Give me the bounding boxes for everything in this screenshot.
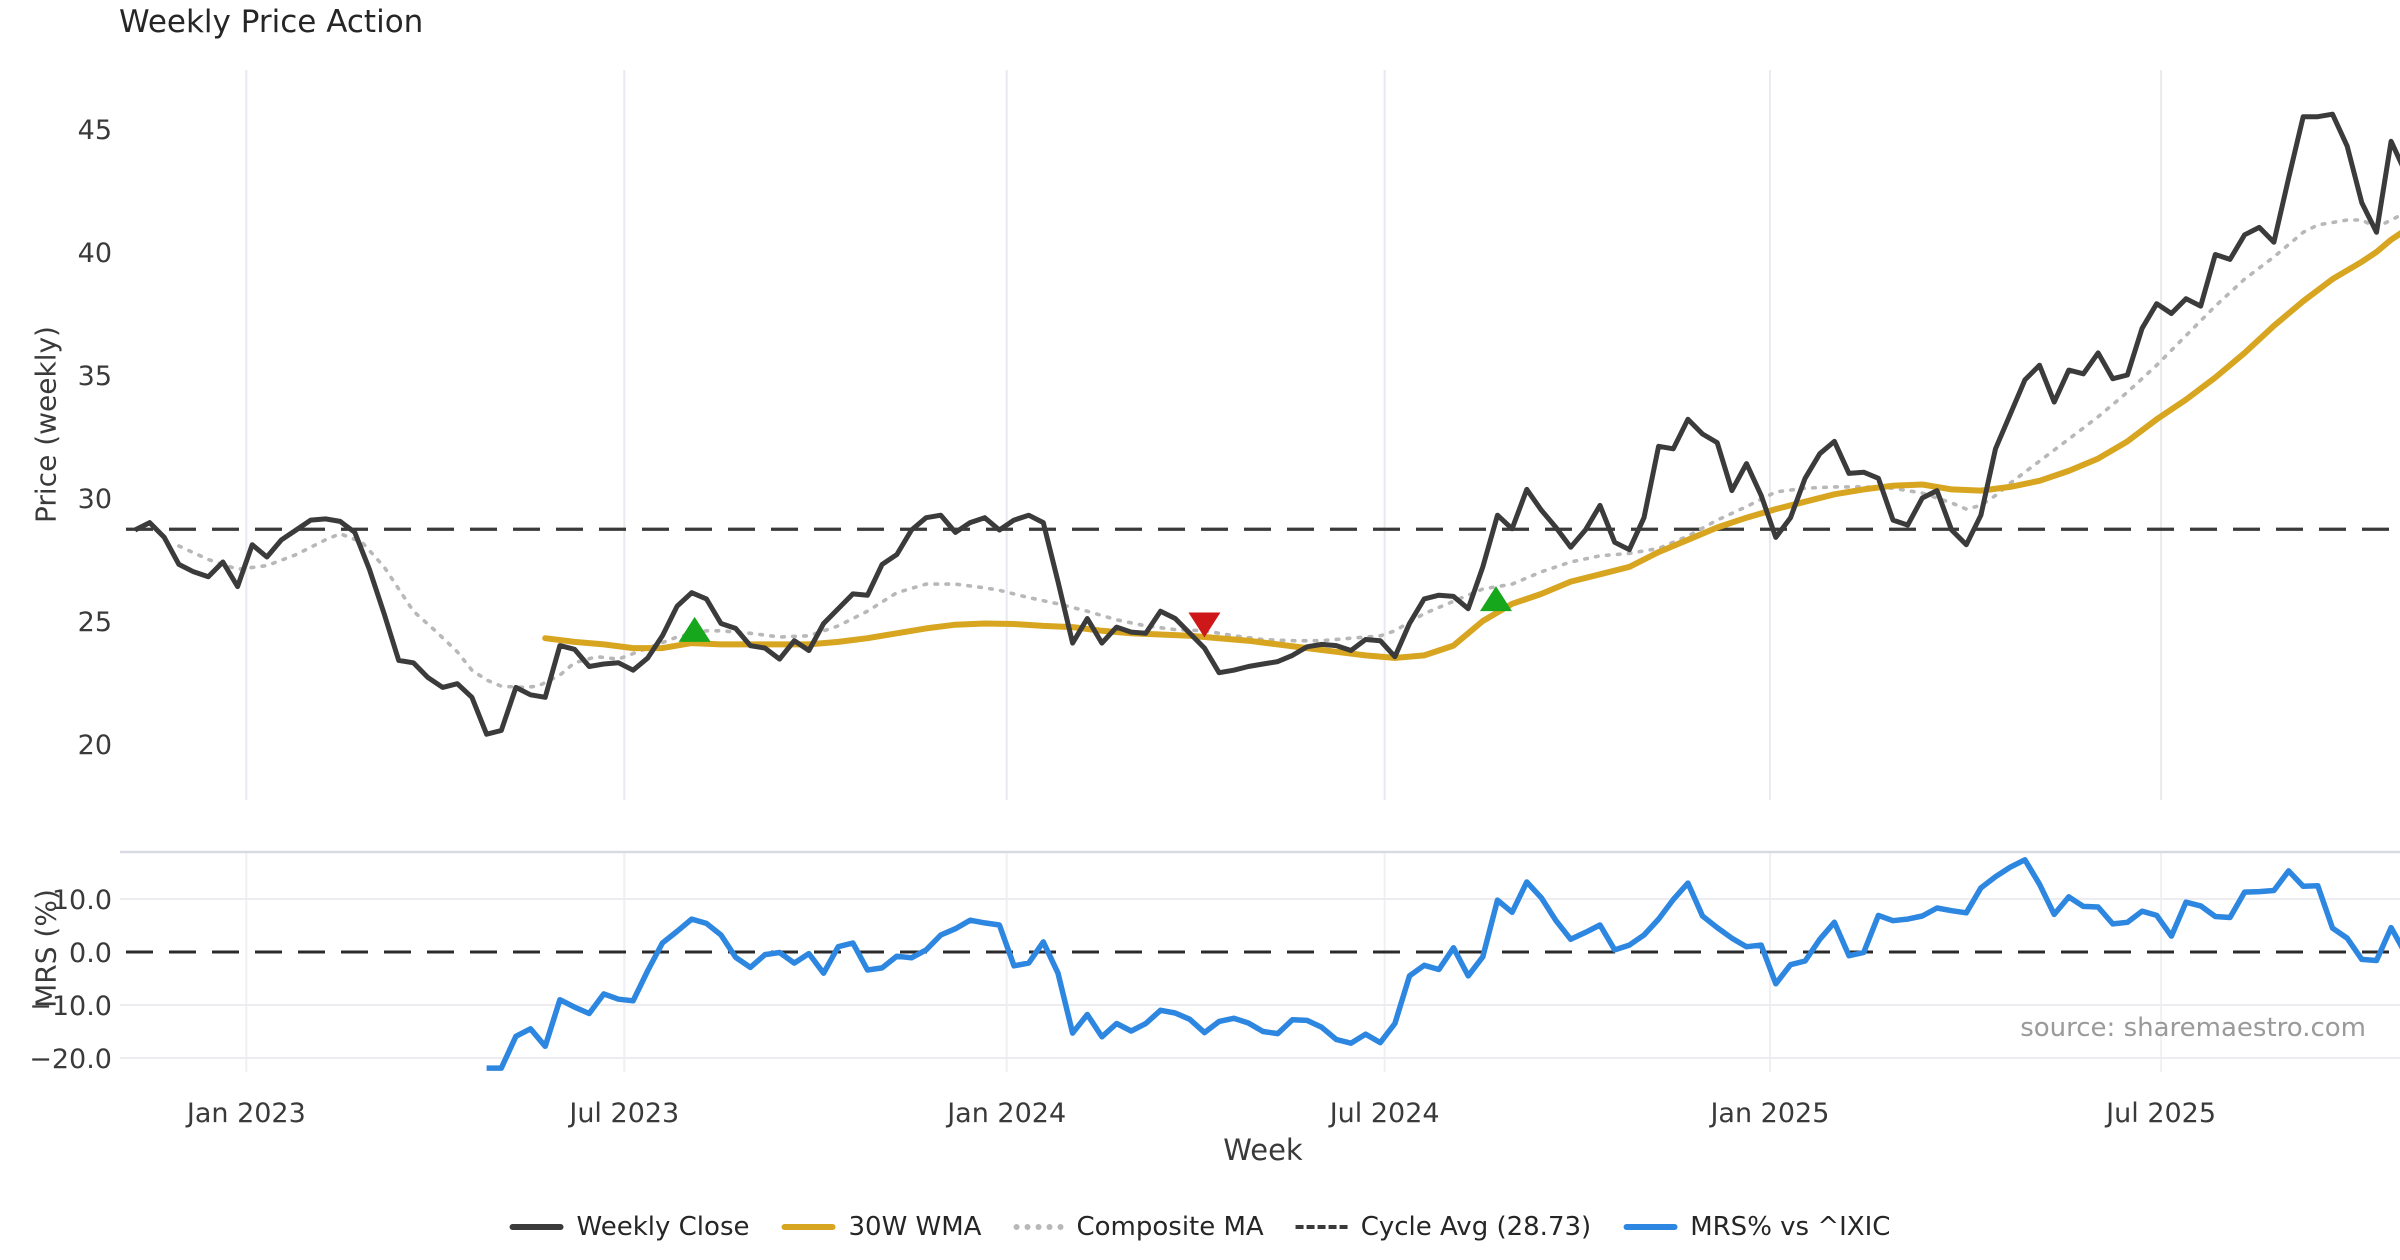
legend-item-weekly-close: Weekly Close [509, 1212, 750, 1242]
weekly-close-line [133, 111, 2400, 737]
mrs-tick-label: −20.0 [29, 1044, 112, 1075]
legend-item-composite: Composite MA [1013, 1212, 1264, 1242]
x-tick-label: Jan 2025 [1708, 1098, 1829, 1129]
legend-label: 30W WMA [848, 1212, 982, 1242]
legend-label: Composite MA [1076, 1212, 1264, 1242]
weekly-close-swatch-icon [509, 1224, 564, 1230]
page-title: Weekly Price Action [119, 4, 424, 40]
mrs-tick-label: 10.0 [52, 885, 112, 916]
legend-item-cycle-avg: Cycle Avg (28.73) [1295, 1212, 1592, 1242]
sell-signal-marker [1188, 612, 1221, 638]
buy-signal-marker [1479, 586, 1512, 612]
x-tick-label: Jul 2025 [2104, 1098, 2216, 1129]
x-tick-label: Jul 2023 [567, 1098, 679, 1129]
composite-ma-line [177, 213, 2400, 690]
price-tick-label: 25 [78, 607, 112, 638]
cycle-avg-swatch-icon [1295, 1225, 1348, 1229]
legend-item-wma: 30W WMA [781, 1212, 981, 1242]
legend-label: MRS% vs ^IXIC [1690, 1212, 1891, 1242]
legend-item-mrs: MRS% vs ^IXIC [1623, 1212, 1890, 1242]
source-attribution: source: sharemaestro.com [2020, 1013, 2366, 1043]
mrs-swatch-icon [1623, 1224, 1678, 1230]
x-tick-label: Jan 2023 [185, 1098, 306, 1129]
legend-label: Cycle Avg (28.73) [1360, 1212, 1592, 1242]
legend-label: Weekly Close [576, 1212, 750, 1242]
price-tick-label: 20 [78, 730, 112, 761]
price-tick-label: 40 [78, 238, 112, 269]
mrs-line [486, 857, 2400, 1071]
price-tick-label: 35 [78, 361, 112, 392]
x-tick-label: Jul 2024 [1328, 1098, 1440, 1129]
mrs-tick-label: −10.0 [29, 991, 112, 1022]
composite-swatch-icon [1013, 1224, 1064, 1230]
buy-signal-marker [678, 616, 711, 642]
price-axis-label: Price (weekly) [29, 326, 63, 523]
wma-swatch-icon [781, 1224, 836, 1230]
price-tick-label: 30 [78, 484, 112, 515]
x-axis-label: Week [1223, 1133, 1303, 1167]
x-tick-label: Jan 2024 [945, 1098, 1066, 1129]
mrs-axis-label: MRS (%) [29, 889, 63, 1008]
wma30-line [542, 230, 2400, 661]
price-tick-label: 45 [78, 115, 112, 146]
mrs-tick-label: 0.0 [69, 938, 112, 969]
legend: Weekly Close 30W WMA Composite MA Cycle … [509, 1212, 1890, 1242]
